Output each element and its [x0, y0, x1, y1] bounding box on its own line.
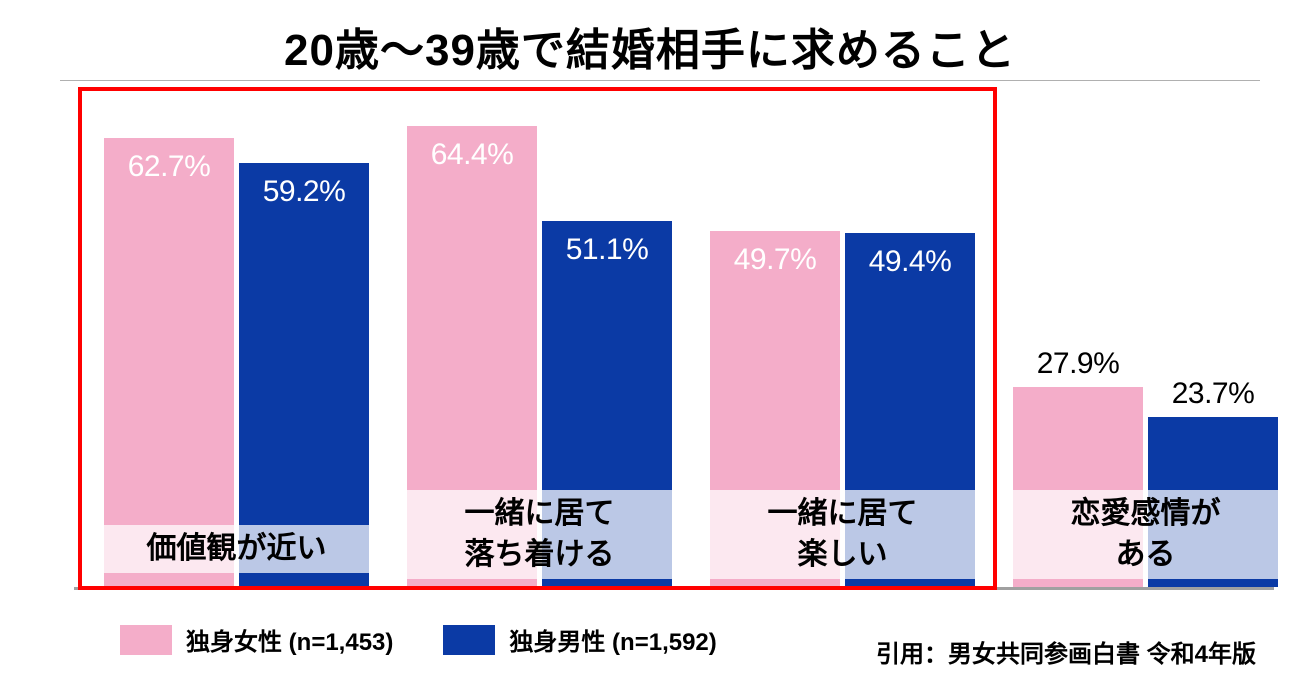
- legend-swatch-male: [443, 625, 495, 655]
- bar-value-label: 23.7%: [1148, 377, 1278, 411]
- bar-value-label: 51.1%: [542, 233, 672, 267]
- legend-item-female: 独身女性 (n=1,453): [120, 622, 393, 657]
- bar-male: 59.2%: [239, 163, 369, 587]
- bar-value-label: 49.4%: [845, 245, 975, 279]
- bar-pair: 49.7%49.4%一緒に居て 楽しい: [710, 86, 975, 587]
- bar-pair: 62.7%59.2%価値観が近い: [104, 86, 369, 587]
- x-axis: [74, 587, 1274, 590]
- bar-pair: 64.4%51.1%一緒に居て 落ち着ける: [407, 86, 672, 587]
- category-label: 一緒に居て 楽しい: [706, 490, 979, 579]
- bar-chart: 62.7%59.2%価値観が近い64.4%51.1%一緒に居て 落ち着ける49.…: [74, 86, 1274, 590]
- source-citation: 引用：男女共同参画白書 令和4年版: [876, 634, 1256, 669]
- bar-value-label: 64.4%: [407, 138, 537, 172]
- bar-value-label: 62.7%: [104, 150, 234, 184]
- legend-swatch-female: [120, 625, 172, 655]
- category-label: 価値観が近い: [100, 525, 373, 574]
- bar-value-label: 49.7%: [710, 243, 840, 277]
- legend-label-male: 独身男性 (n=1,592): [509, 622, 716, 657]
- category-label: 恋愛感情が ある: [1009, 490, 1282, 579]
- title-divider: [60, 80, 1260, 81]
- category-label: 一緒に居て 落ち着ける: [403, 490, 676, 579]
- legend-item-male: 独身男性 (n=1,592): [443, 622, 716, 657]
- bar-female: 62.7%: [104, 138, 234, 587]
- bar-pair: 27.9%23.7%恋愛感情が ある: [1013, 86, 1278, 587]
- legend: 独身女性 (n=1,453) 独身男性 (n=1,592): [120, 622, 753, 657]
- bar-value-label: 27.9%: [1013, 347, 1143, 381]
- bar-value-label: 59.2%: [239, 175, 369, 209]
- legend-label-female: 独身女性 (n=1,453): [186, 622, 393, 657]
- chart-title: 20歳～39歳で結婚相手に求めること: [0, 0, 1300, 78]
